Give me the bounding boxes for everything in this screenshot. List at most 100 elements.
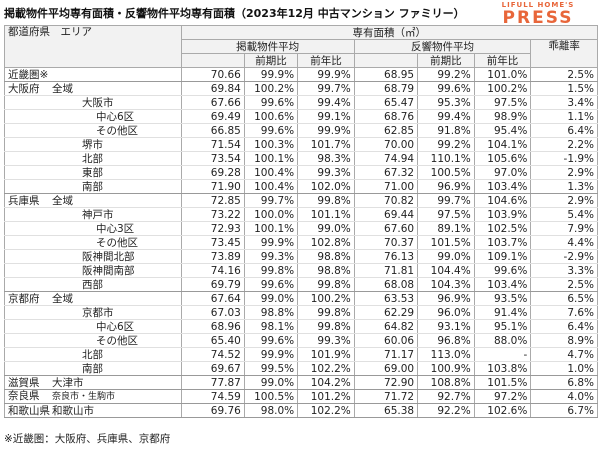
response-value-cell: 68.08: [353, 277, 419, 292]
prefecture-name: 京都府: [8, 292, 40, 305]
prefecture-name: 兵庫県: [8, 194, 40, 207]
area-name: その他区: [96, 236, 138, 249]
listing-yoy-cell: 101.7%: [297, 137, 355, 152]
response-qoq-cell: 91.8%: [417, 123, 475, 138]
gap-rate-cell: 7.6%: [530, 305, 598, 320]
listing-value-cell: 72.85: [180, 193, 245, 208]
area-name: 西部: [82, 278, 103, 291]
response-qoq-cell: 99.0%: [417, 249, 475, 264]
listing-value-cell: 69.84: [180, 81, 245, 96]
area-label-cell: 和歌山県 和歌山市: [4, 403, 182, 418]
area-name: その他区: [96, 124, 138, 137]
response-value-cell: 69.00: [353, 361, 419, 376]
response-yoy-cell: 98.9%: [473, 109, 532, 124]
table-row: 京都府 全域 67.64 99.0% 100.2% 63.53 96.9% 93.5% 6.5%: [4, 291, 598, 306]
gap-rate-cell: 6.8%: [530, 375, 598, 390]
listing-yoy-cell: 98.3%: [297, 151, 355, 166]
listing-value-cell: 73.45: [180, 235, 245, 250]
listing-qoq-header: 前期比: [243, 53, 299, 68]
response-qoq-cell: 113.0%: [417, 347, 475, 362]
response-qoq-cell: 101.5%: [417, 235, 475, 250]
listing-qoq-cell: 99.0%: [243, 291, 299, 306]
table-row: 中心6区 69.49 100.6% 99.1% 68.76 99.4% 98.9% 1.1%: [4, 109, 598, 124]
response-yoy-cell: 93.5%: [473, 291, 532, 306]
listing-yoy-cell: 98.8%: [297, 249, 355, 264]
listing-value-cell: 73.89: [180, 249, 245, 264]
listing-value-cell: 67.64: [180, 291, 245, 306]
listing-qoq-cell: 99.6%: [243, 277, 299, 292]
response-yoy-cell: 103.9%: [473, 207, 532, 222]
table-row: 奈良県 奈良市・生駒市 74.59 100.5% 101.2% 71.72 92.7% 97.…: [4, 389, 598, 404]
listing-value-cell: 65.40: [180, 333, 245, 348]
area-label-cell: その他区: [4, 235, 182, 250]
listing-value-cell: 69.49: [180, 109, 245, 124]
response-yoy-cell: -: [473, 347, 532, 362]
listing-yoy-cell: 99.3%: [297, 165, 355, 180]
prefecture-name: 滋賀県: [8, 376, 40, 389]
table-row: 兵庫県 全域 72.85 99.7% 99.8% 70.82 99.7% 104.6% 2.9%: [4, 193, 598, 208]
listing-qoq-cell: 99.6%: [243, 333, 299, 348]
listing-value-cell: 66.85: [180, 123, 245, 138]
area-label-cell: その他区: [4, 123, 182, 138]
response-qoq-cell: 99.4%: [417, 109, 475, 124]
listing-qoq-cell: 100.1%: [243, 151, 299, 166]
response-yoy-cell: 102.6%: [473, 403, 532, 418]
response-qoq-header: 前期比: [417, 53, 475, 68]
area-label-cell: 兵庫県 全域: [4, 193, 182, 208]
header-row-1: 都道府県 エリア 専有面積（㎡）: [4, 25, 599, 68]
response-value-cell: 67.32: [353, 165, 419, 180]
area-column-header: 都道府県 エリア: [4, 25, 182, 68]
response-qoq-cell: 96.9%: [417, 291, 475, 306]
response-value-cell: 76.13: [353, 249, 419, 264]
listing-qoq-cell: 98.8%: [243, 305, 299, 320]
gap-rate-cell: 1.5%: [530, 81, 598, 96]
listing-qoq-cell: 99.0%: [243, 375, 299, 390]
response-yoy-cell: 88.0%: [473, 333, 532, 348]
table-row: 近畿圏※ 70.66 99.9% 99.9% 68.95 99.2% 101.0% 2.5%: [4, 67, 598, 82]
gap-rate-cell: 6.7%: [530, 403, 598, 418]
area-label-cell: 中心3区: [4, 221, 182, 236]
area-label-cell: 北部: [4, 151, 182, 166]
listing-value-cell: 69.67: [180, 361, 245, 376]
listing-yoy-cell: 98.8%: [297, 263, 355, 278]
listing-value-cell: 67.66: [180, 95, 245, 110]
table-row: 東部 69.28 100.4% 99.3% 67.32 100.5% 97.0% 2.9%: [4, 165, 598, 180]
listing-qoq-cell: 100.4%: [243, 165, 299, 180]
table-row: その他区 65.40 99.6% 99.3% 60.06 96.8% 88.0% 8.9%: [4, 333, 598, 348]
table-row: 北部 73.54 100.1% 98.3% 74.94 110.1% 105.6% -1.9%: [4, 151, 598, 166]
listing-qoq-cell: 100.6%: [243, 109, 299, 124]
response-yoy-cell: 104.1%: [473, 137, 532, 152]
listing-qoq-cell: 99.3%: [243, 249, 299, 264]
listing-average-header: 掲載物件平均: [180, 39, 355, 54]
prefecture-name: 和歌山県: [8, 404, 50, 417]
gap-rate-cell: 1.0%: [530, 361, 598, 376]
listing-value-cell: 74.59: [180, 389, 245, 404]
gap-rate-cell: 4.7%: [530, 347, 598, 362]
listing-qoq-cell: 99.6%: [243, 95, 299, 110]
response-qoq-cell: 93.1%: [417, 319, 475, 334]
table-row: 滋賀県 大津市 77.87 99.0% 104.2% 72.90 108.8% 101.5% 6…: [4, 375, 598, 390]
response-value-cell: 69.44: [353, 207, 419, 222]
response-qoq-cell: 96.0%: [417, 305, 475, 320]
response-yoy-cell: 95.1%: [473, 319, 532, 334]
response-qoq-cell: 96.8%: [417, 333, 475, 348]
gap-rate-cell: 2.5%: [530, 67, 598, 82]
area-name: 南部: [82, 180, 103, 193]
response-qoq-cell: 92.7%: [417, 389, 475, 404]
prefecture-name: 奈良県: [8, 390, 40, 403]
response-value-cell: 71.00: [353, 179, 419, 194]
response-value-subheader: [353, 53, 419, 68]
listing-yoy-cell: 102.2%: [297, 361, 355, 376]
listing-qoq-cell: 98.1%: [243, 319, 299, 334]
prefecture-name: 近畿圏※: [8, 68, 49, 81]
listing-qoq-cell: 100.3%: [243, 137, 299, 152]
area-label-cell: 京都府 全域: [4, 291, 182, 306]
response-average-header: 反響物件平均: [353, 39, 532, 54]
response-qoq-cell: 97.5%: [417, 207, 475, 222]
area-label-cell: 北部: [4, 347, 182, 362]
area-name: 中心3区: [96, 222, 135, 235]
gap-rate-cell: 2.9%: [530, 165, 598, 180]
table-row: 阪神間南部 74.16 99.8% 98.8% 71.81 104.4% 99.6% 3.3%: [4, 263, 598, 278]
response-qoq-cell: 104.3%: [417, 277, 475, 292]
response-value-cell: 70.37: [353, 235, 419, 250]
